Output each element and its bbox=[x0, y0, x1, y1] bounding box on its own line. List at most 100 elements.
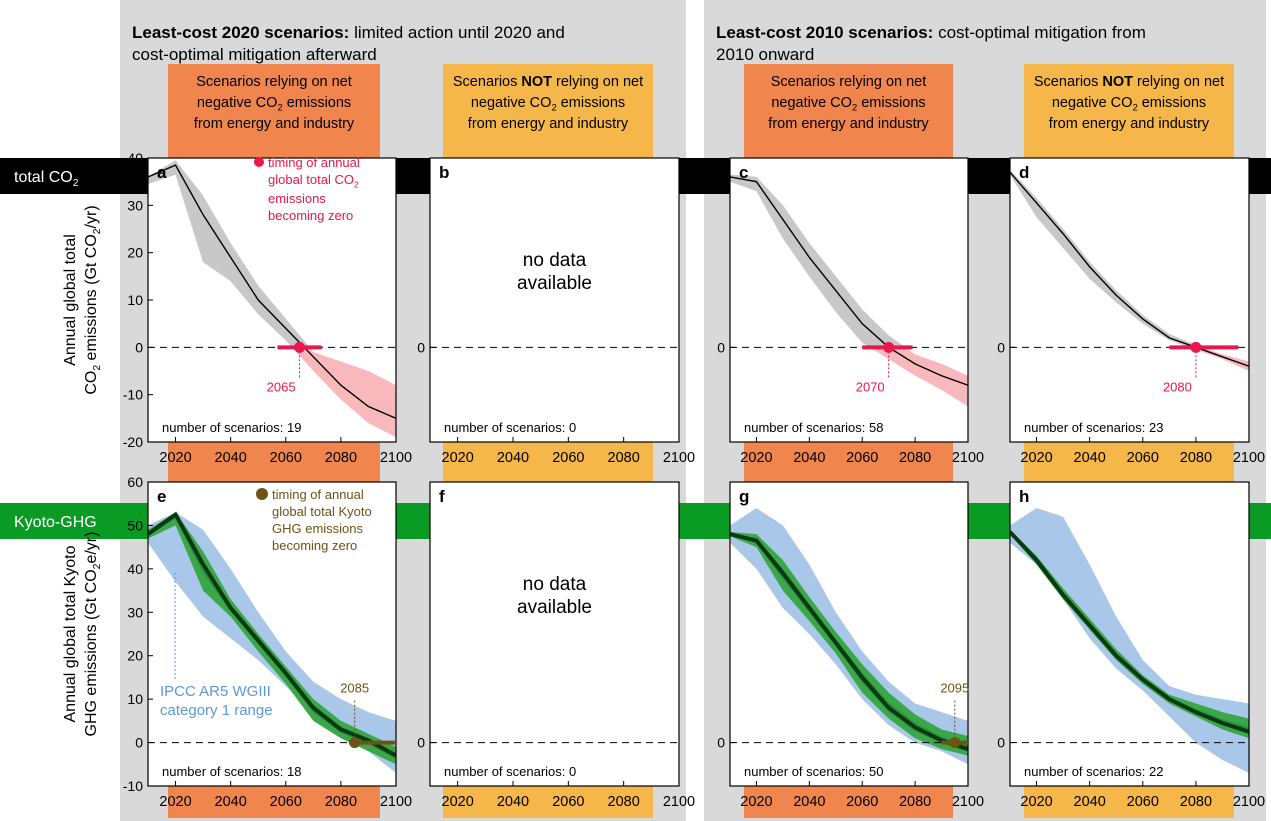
text-run: emissions bbox=[557, 95, 626, 111]
x-tick-label: 2040 bbox=[1074, 794, 1106, 810]
x-tick-label: 2020 bbox=[740, 450, 772, 466]
no-data-line2: available bbox=[517, 273, 592, 294]
plot-frame bbox=[729, 481, 969, 787]
text-run: NOT bbox=[1102, 74, 1133, 90]
panel-e: 2085 e number of scenarios: 18 -10 0 10 20 30 40… bbox=[123, 474, 412, 810]
x-tick-label: 2100 bbox=[1233, 450, 1265, 466]
column-header-line1: Scenarios relying on net bbox=[196, 74, 352, 90]
x-tick-label: 2060 bbox=[1127, 794, 1159, 810]
plot-content bbox=[148, 160, 396, 438]
legend-line3: GHG emissions bbox=[272, 521, 364, 536]
median-line bbox=[1010, 171, 1249, 367]
x-tick-label: 2040 bbox=[215, 450, 247, 466]
y-tick-label: 0 bbox=[417, 735, 425, 751]
text-run: negative CO bbox=[197, 95, 278, 111]
text-run: Scenarios bbox=[453, 74, 522, 90]
text-run: total CO bbox=[14, 169, 73, 186]
y-tick-label: 60 bbox=[127, 474, 143, 490]
x-tick-label: 2060 bbox=[552, 450, 584, 466]
x-tick-label: 2100 bbox=[663, 794, 695, 810]
zero-year-label: 2085 bbox=[340, 681, 369, 696]
y-tick-label: 20 bbox=[127, 245, 143, 261]
x-tick-label: 2080 bbox=[608, 450, 640, 466]
ipcc-label-line2: category 1 range bbox=[160, 702, 273, 719]
x-tick-label: 2100 bbox=[663, 450, 695, 466]
group-title-line1: Least-cost 2020 scenarios: limited actio… bbox=[132, 23, 565, 42]
panel-letter: e bbox=[157, 487, 166, 506]
x-tick-label: 2080 bbox=[608, 794, 640, 810]
column-header-box-1 bbox=[168, 64, 380, 136]
text-run: relying on net bbox=[1133, 74, 1224, 90]
row-label-ghg: Kyoto-GHG bbox=[14, 514, 97, 531]
subscript: 2 bbox=[551, 102, 556, 113]
y-tick-label: -10 bbox=[123, 387, 143, 403]
median-line bbox=[730, 532, 968, 751]
scenario-count: number of scenarios: 23 bbox=[1024, 420, 1163, 435]
no-data-line1: no data bbox=[523, 250, 587, 271]
subscript: 2 bbox=[354, 179, 359, 189]
no-data-line1: no data bbox=[523, 574, 587, 595]
y-tick-label: 50 bbox=[127, 517, 143, 533]
panel-letter: c bbox=[739, 163, 748, 182]
zero-year-label: 2070 bbox=[856, 379, 885, 394]
zero-year-label: 2065 bbox=[267, 379, 296, 394]
x-tick-label: 2080 bbox=[1180, 450, 1212, 466]
x-tick-label: 2100 bbox=[1233, 794, 1265, 810]
plot-content bbox=[1010, 508, 1249, 773]
y-tick-label: 40 bbox=[127, 150, 143, 166]
plot-frame bbox=[429, 157, 680, 443]
subscript: 2 bbox=[73, 178, 79, 189]
zero-year-label: 2080 bbox=[1163, 379, 1192, 394]
legend-line2: global total Kyoto bbox=[272, 504, 372, 519]
legend-line3: emissions bbox=[268, 191, 326, 206]
column-header-line2: negative CO2 emissions bbox=[1052, 95, 1206, 113]
scenario-range-band bbox=[730, 531, 968, 756]
panel-h: h number of scenarios: 22 0 2020 2040 2060 208… bbox=[997, 481, 1265, 810]
column-header-line2: negative CO2 emissions bbox=[197, 95, 351, 113]
plot-frame bbox=[429, 481, 680, 787]
column-header-line1: Scenarios NOT relying on net bbox=[453, 74, 643, 90]
plot-area bbox=[1010, 158, 1249, 442]
text-run: GHG emissions (Gt CO bbox=[83, 569, 100, 736]
scenario-range-band bbox=[1010, 529, 1249, 739]
text-run: negative CO bbox=[771, 95, 852, 111]
ipcc-label-line1: IPCC AR5 WGIII bbox=[160, 683, 271, 700]
x-tick-label: 2100 bbox=[952, 794, 984, 810]
y-tick-label: -10 bbox=[123, 778, 143, 794]
x-tick-label: 2060 bbox=[270, 450, 302, 466]
column-header-line3: from energy and industry bbox=[1049, 116, 1210, 132]
text-run: NOT bbox=[521, 74, 552, 90]
x-tick-label: 2020 bbox=[442, 794, 474, 810]
y-axis-title-ghg-line2: GHG emissions (Gt CO2e/yr) bbox=[83, 532, 103, 737]
text-run: Scenarios relying on net bbox=[196, 74, 352, 90]
no-data-line2: available bbox=[517, 597, 592, 618]
text-run: e/yr) bbox=[83, 532, 100, 564]
column-header-line2: negative CO2 emissions bbox=[771, 95, 925, 113]
plot-content bbox=[730, 174, 968, 407]
x-tick-label: 2080 bbox=[325, 450, 357, 466]
y-tick-label: 30 bbox=[127, 604, 143, 620]
panel-letter: g bbox=[739, 487, 749, 506]
legend-co2-zero-timing: timing of annual global total CO2 emission… bbox=[254, 155, 360, 223]
column-header-box-4 bbox=[1024, 64, 1234, 136]
y-tick-label: 0 bbox=[417, 339, 425, 355]
subscript: 2 bbox=[92, 563, 103, 569]
plot-frame bbox=[147, 481, 397, 787]
column-header-line3: from energy and industry bbox=[768, 116, 929, 132]
y-tick-label: -20 bbox=[123, 434, 143, 450]
x-tick-label: 2080 bbox=[325, 794, 357, 810]
plot-content bbox=[730, 508, 968, 765]
x-tick-label: 2100 bbox=[380, 450, 412, 466]
scenario-count: number of scenarios: 0 bbox=[444, 420, 576, 435]
panel-d: 2080 d number of scenarios: 23 0 2020 2040 206… bbox=[997, 157, 1265, 466]
row-label-co2: total CO2 bbox=[14, 169, 79, 189]
group-title-line2: cost-optimal mitigation afterward bbox=[132, 45, 377, 64]
median-line bbox=[148, 511, 396, 758]
legend-line4: becoming zero bbox=[272, 538, 357, 553]
text-run: negative CO bbox=[1052, 95, 1133, 111]
y-tick-label: 20 bbox=[127, 648, 143, 664]
